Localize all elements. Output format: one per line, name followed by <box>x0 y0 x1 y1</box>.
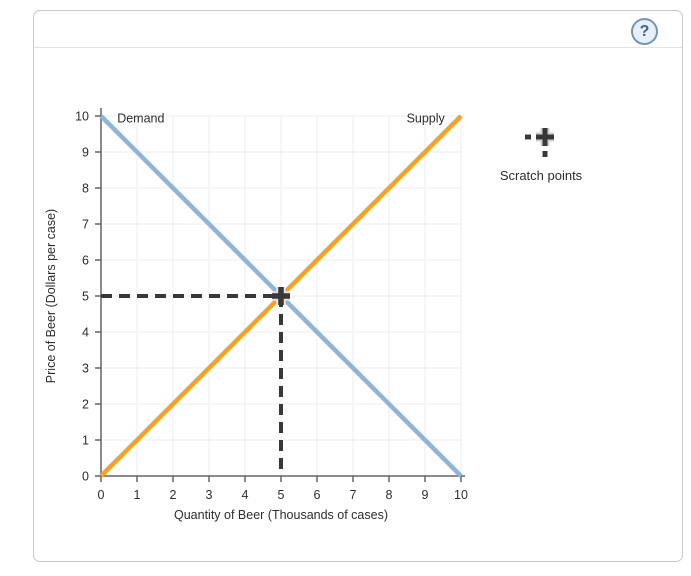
y-tick-label: 4 <box>82 326 89 340</box>
scratch-point-cross-icon[interactable] <box>523 123 559 158</box>
demand-label: Demand <box>117 111 164 125</box>
supply-demand-chart[interactable]: 0 1 2 3 4 5 6 7 8 9 10 0 1 2 3 4 5 6 7 8 9 10 Quantity of Beer… <box>41 96 481 528</box>
x-tick-label: 6 <box>314 488 321 502</box>
y-tick-label: 10 <box>75 110 89 124</box>
y-tick-label: 7 <box>82 218 89 232</box>
help-button[interactable]: ? <box>631 18 658 45</box>
panel-header: ? <box>34 11 682 48</box>
y-axis-title: Price of Beer (Dollars per case) <box>44 209 58 383</box>
y-tick-label: 8 <box>82 182 89 196</box>
x-tick-label: 4 <box>242 488 249 502</box>
y-tick-label: 6 <box>82 254 89 268</box>
x-tick-label: 5 <box>278 488 285 502</box>
x-tick-label: 2 <box>170 488 177 502</box>
x-axis-title: Quantity of Beer (Thousands of cases) <box>174 508 388 522</box>
scratch-points-tool: Scratch points <box>451 123 631 183</box>
x-tick-label: 10 <box>454 488 468 502</box>
y-tick-label: 3 <box>82 362 89 376</box>
x-tick-label: 7 <box>350 488 357 502</box>
y-tick-label: 2 <box>82 398 89 412</box>
chart-svg[interactable]: 0 1 2 3 4 5 6 7 8 9 10 0 1 2 3 4 5 6 7 8 9 10 Quantity of Beer… <box>41 96 481 528</box>
exercise-panel: ? 0 1 2 3 4 5 6 7 8 9 10 0 1 2 3 4 5 6 7 8 9 10 Quantity of Be… <box>33 10 683 562</box>
x-tick-label: 9 <box>422 488 429 502</box>
y-tick-label: 9 <box>82 146 89 160</box>
x-tick-label: 8 <box>386 488 393 502</box>
scratch-points-label: Scratch points <box>499 168 583 183</box>
y-tick-label: 0 <box>82 470 89 484</box>
x-tick-label: 3 <box>206 488 213 502</box>
supply-label: Supply <box>407 111 446 125</box>
equilibrium-point-marker[interactable] <box>272 287 290 305</box>
y-tick-label: 5 <box>82 290 89 304</box>
y-tick-label: 1 <box>82 434 89 448</box>
x-tick-label: 0 <box>98 488 105 502</box>
x-tick-label: 1 <box>134 488 141 502</box>
